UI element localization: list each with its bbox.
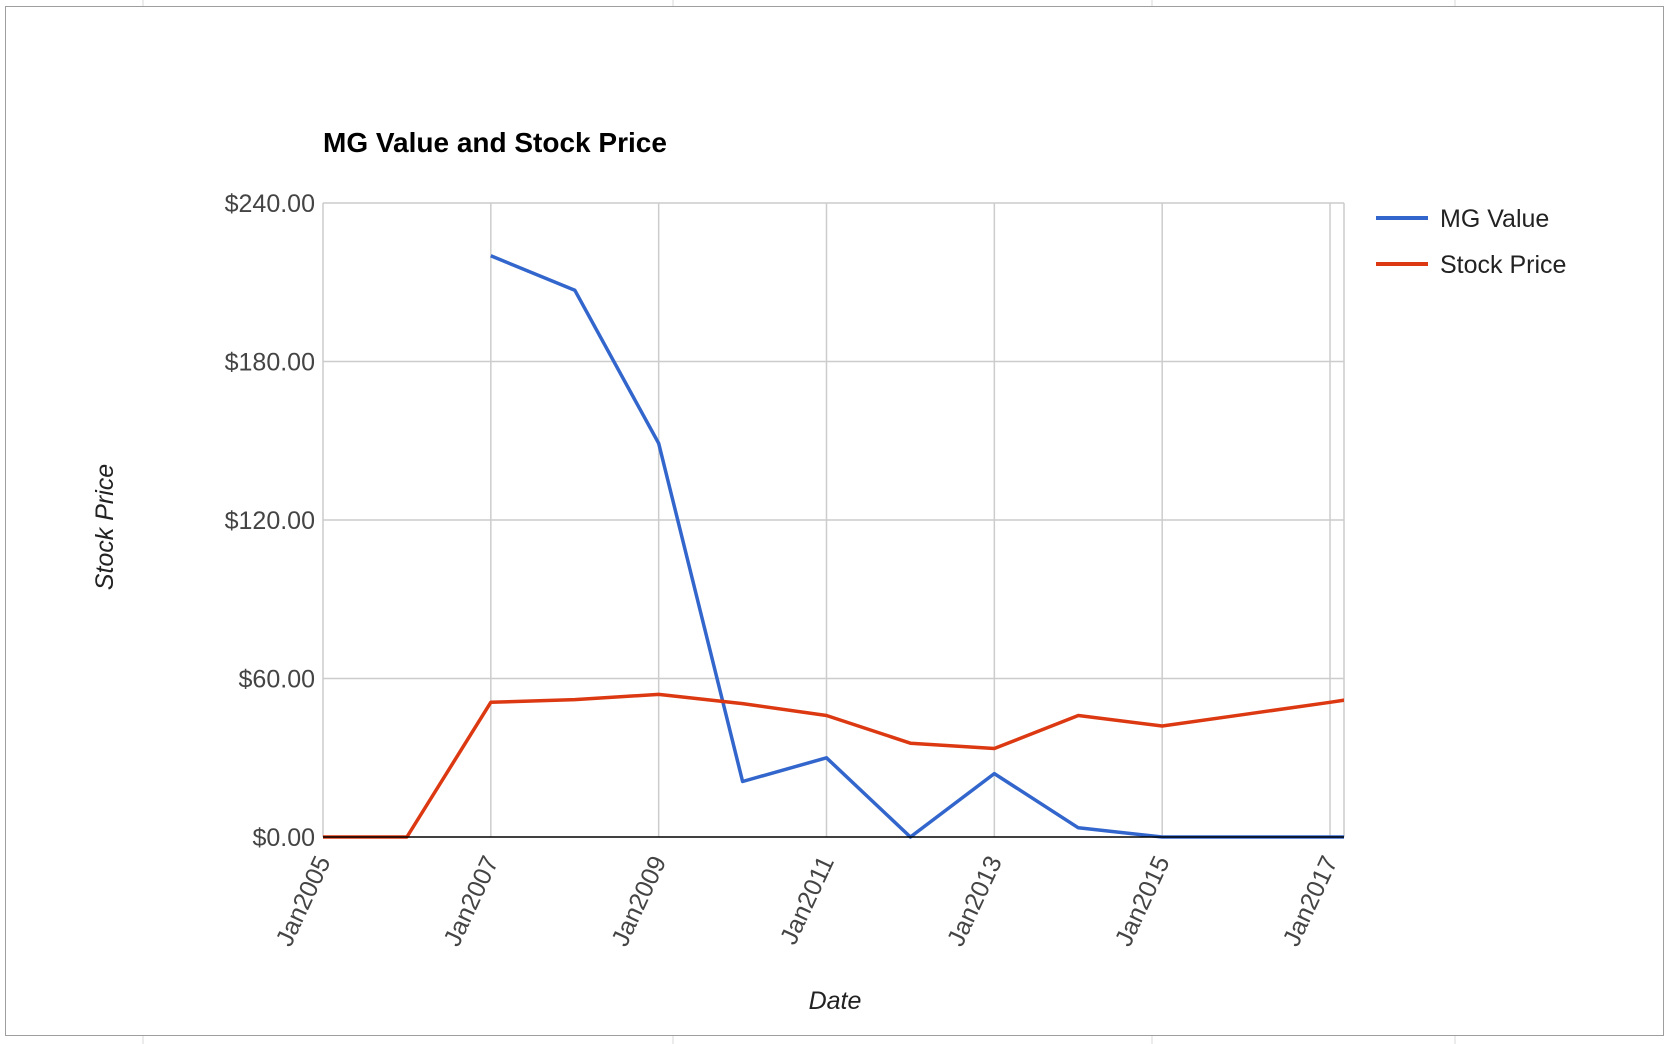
legend-item-stock-price[interactable]: Stock Price	[1376, 251, 1566, 279]
y-axis-title: Stock Price	[91, 464, 119, 590]
legend: MG Value Stock Price	[1376, 205, 1566, 279]
chart-title: MG Value and Stock Price	[323, 127, 667, 158]
series-lines	[323, 254, 1344, 839]
y-tick-label: $0.00	[252, 824, 315, 852]
x-tick-label: Jan2007	[438, 852, 504, 951]
x-tick-label: Jan2005	[271, 852, 337, 951]
y-tick-label: $240.00	[225, 190, 315, 218]
legend-label-stock-price: Stock Price	[1440, 251, 1566, 279]
series-line-mg-value	[490, 254, 1344, 839]
x-axis-title: Date	[809, 987, 862, 1015]
y-tick-label: $180.00	[225, 349, 315, 377]
x-tick-label: Jan2013	[942, 852, 1008, 951]
legend-item-mg-value[interactable]: MG Value	[1376, 205, 1549, 233]
y-axis-ticks: $0.00 $60.00 $120.00 $180.00 $240.00	[225, 190, 315, 852]
chart-container[interactable]: MG Value and Stock Price $0.00 $60.00 $120…	[5, 6, 1664, 1036]
x-tick-label: Jan2017	[1278, 852, 1344, 951]
x-tick-label: Jan2015	[1110, 852, 1176, 951]
x-tick-label: Jan2011	[775, 852, 840, 949]
y-tick-label: $60.00	[239, 666, 315, 694]
x-tick-label: Jan2009	[606, 852, 672, 951]
line-chart: MG Value and Stock Price $0.00 $60.00 $120…	[91, 127, 1566, 1015]
y-tick-label: $120.00	[225, 507, 315, 535]
gridlines	[322, 202, 1345, 837]
series-line-stock-price	[323, 692, 1344, 839]
legend-label-mg-value: MG Value	[1440, 205, 1549, 233]
x-axis-ticks: Jan2005 Jan2007 Jan2009 Jan2011 Jan2013 Jan20…	[271, 852, 1344, 951]
